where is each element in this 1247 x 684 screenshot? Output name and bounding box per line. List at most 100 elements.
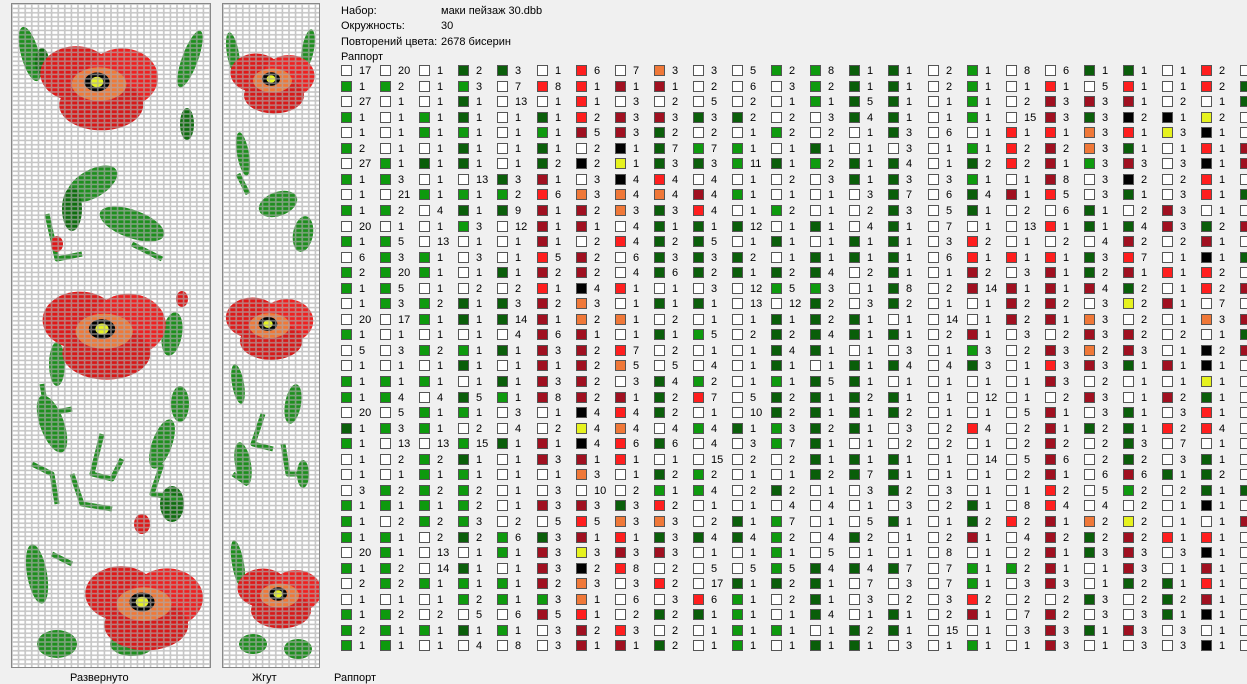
bead-count: 3 xyxy=(711,158,718,170)
bead-count: 2 xyxy=(789,65,796,77)
bead-count: 2 xyxy=(828,423,835,435)
bead-count: 3 xyxy=(515,298,522,310)
bead-count: 7 xyxy=(906,563,913,575)
color-swatch xyxy=(888,314,899,325)
color-swatch xyxy=(497,640,508,651)
rapport-entry: 2 xyxy=(1084,344,1122,359)
color-swatch xyxy=(419,329,430,340)
rapport-entry: 1 xyxy=(341,328,379,343)
bead-count: 1 xyxy=(476,376,483,388)
rapport-entry: 6 xyxy=(615,593,653,608)
color-swatch xyxy=(928,127,939,138)
bead-count: 1 xyxy=(633,158,640,170)
bead-count: 2 xyxy=(711,469,718,481)
rapport-entry: 2 xyxy=(693,80,731,95)
color-swatch xyxy=(732,547,743,558)
rapport-entry: 4 xyxy=(888,157,926,172)
color-swatch xyxy=(693,81,704,92)
rapport-entry: 20 xyxy=(341,220,379,235)
color-swatch xyxy=(615,423,626,434)
rapport-entry: 2 xyxy=(1006,562,1044,577)
bead-count: 1 xyxy=(750,609,757,621)
bead-count: 3 xyxy=(1102,407,1109,419)
rapport-entry: 2 xyxy=(810,297,848,312)
bead-count: 5 xyxy=(398,407,405,419)
color-swatch xyxy=(771,314,782,325)
rapport-entry: 3 xyxy=(1045,111,1083,126)
rapport-entry: 1 xyxy=(341,173,379,188)
rapport-entry: 2 xyxy=(771,126,809,141)
rapport-entry: 1 xyxy=(1201,235,1239,250)
rapport-entry: 1 xyxy=(419,313,457,328)
rapport-entry: 1 xyxy=(810,515,848,530)
bead-count: 3 xyxy=(828,112,835,124)
bead-count: 2 xyxy=(946,423,953,435)
rapport-entry: 5 xyxy=(810,375,848,390)
color-swatch xyxy=(497,407,508,418)
rapport-entry: 2 xyxy=(1123,499,1161,514)
bead-count: 1 xyxy=(359,594,366,606)
color-swatch xyxy=(1201,640,1212,651)
bead-count: 1 xyxy=(828,221,835,233)
color-swatch xyxy=(1006,594,1017,605)
rapport-entry: 15 xyxy=(458,437,496,452)
bead-count: 2 xyxy=(946,329,953,341)
bead-count: 1 xyxy=(985,578,992,590)
rapport-entry: 2 xyxy=(693,468,731,483)
color-swatch xyxy=(1162,252,1173,263)
bead-count: 2 xyxy=(594,112,601,124)
color-swatch xyxy=(1084,376,1095,387)
rapport-entry: 1 xyxy=(380,375,418,390)
color-swatch xyxy=(458,96,469,107)
bead-count: 1 xyxy=(1219,485,1226,497)
rapport-entry: 1 xyxy=(1045,468,1083,483)
color-swatch xyxy=(537,252,548,263)
bead-count: 1 xyxy=(437,221,444,233)
color-swatch xyxy=(928,469,939,480)
bead-count: 1 xyxy=(1219,578,1226,590)
rapport-entry: 1 xyxy=(497,375,535,390)
color-swatch xyxy=(1240,423,1247,434)
color-swatch xyxy=(1045,547,1056,558)
bead-count: 1 xyxy=(633,532,640,544)
color-swatch xyxy=(1084,578,1095,589)
bead-count: 2 xyxy=(359,143,366,155)
rapport-entry: 1 xyxy=(615,157,653,172)
bead-count: 1 xyxy=(828,438,835,450)
color-swatch xyxy=(693,360,704,371)
rapport-entry: 2 xyxy=(771,577,809,592)
color-swatch xyxy=(849,267,860,278)
rapport-entry: 3 xyxy=(380,344,418,359)
bead-count: 1 xyxy=(555,407,562,419)
color-swatch xyxy=(654,376,665,387)
bead-count: 3 xyxy=(1180,625,1187,637)
color-swatch xyxy=(1045,96,1056,107)
color-swatch xyxy=(341,329,352,340)
rapport-entry: 4 xyxy=(693,204,731,219)
color-swatch xyxy=(1084,640,1095,651)
color-swatch xyxy=(576,143,587,154)
bead-count: 3 xyxy=(555,500,562,512)
color-swatch xyxy=(380,329,391,340)
bead-count: 1 xyxy=(789,143,796,155)
rapport-entry: 1 xyxy=(654,282,692,297)
color-swatch xyxy=(1045,65,1056,76)
color-swatch xyxy=(497,314,508,325)
rapport-entry: 2 xyxy=(732,251,770,266)
bead-count: 2 xyxy=(476,500,483,512)
bead-count: 1 xyxy=(359,392,366,404)
color-swatch xyxy=(341,423,352,434)
rapport-entry: 1 xyxy=(615,531,653,546)
rapport-entry: 1 xyxy=(1201,359,1239,374)
rapport-entry: 3 xyxy=(1084,95,1122,110)
rapport-entry: 2 xyxy=(537,422,575,437)
color-swatch xyxy=(1006,625,1017,636)
rapport-entry: 1 xyxy=(888,266,926,281)
bead-count: 1 xyxy=(867,454,874,466)
color-swatch xyxy=(810,221,821,232)
color-swatch xyxy=(615,96,626,107)
bead-count: 1 xyxy=(359,236,366,248)
bead-count: 2 xyxy=(633,609,640,621)
color-swatch xyxy=(1123,112,1134,123)
rapport-entry: 1 xyxy=(1201,515,1239,530)
